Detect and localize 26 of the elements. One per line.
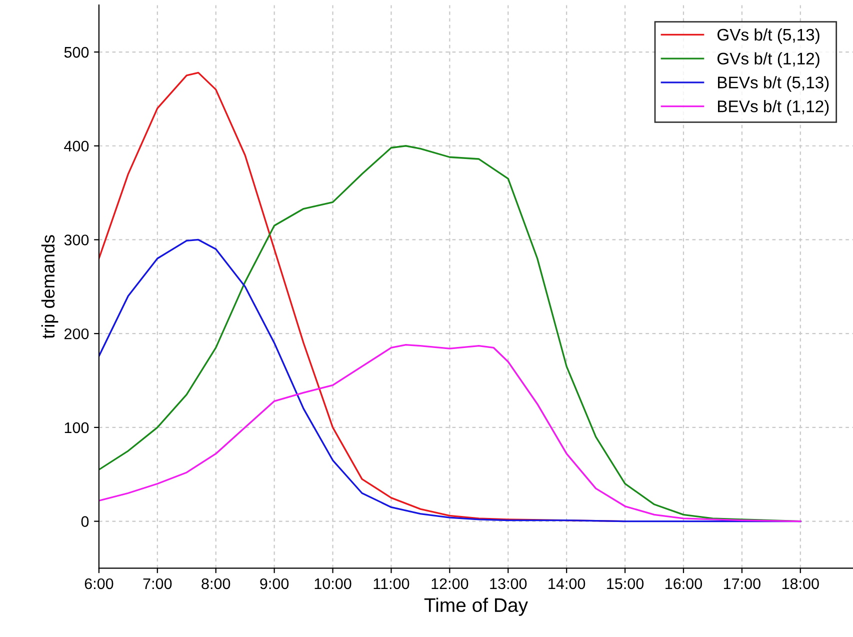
x-tick-label: 9:00 <box>260 578 289 590</box>
y-tick-label: 500 <box>64 46 89 58</box>
line-series <box>98 344 802 522</box>
y-tick-label: 0 <box>81 516 89 527</box>
legend-label: GVs b/t (1,12) <box>717 52 820 68</box>
y-axis-title: trip demands <box>41 235 58 339</box>
y-tick-label: 400 <box>64 140 89 152</box>
y-tick-label: 200 <box>64 328 89 340</box>
x-tick-label: 8:00 <box>202 578 230 590</box>
legend-label: BEVs b/t (5,13) <box>718 76 829 92</box>
y-tick-label: 100 <box>64 422 89 434</box>
x-tick-label: 14:00 <box>548 578 586 590</box>
x-tick-label: 15:00 <box>607 578 644 590</box>
legend-label: GVs b/t (5,13) <box>717 28 820 44</box>
y-tick-label: 300 <box>64 234 89 246</box>
x-axis-title: Time of Day <box>424 598 528 616</box>
x-tick-label: 7:00 <box>143 578 172 590</box>
legend-label: BEVs b/t (1,12) <box>718 100 829 116</box>
x-tick-label: 11:00 <box>374 578 410 590</box>
x-tick-label: 17:00 <box>724 578 760 590</box>
x-tick-label: 12:00 <box>432 578 468 590</box>
x-tick-label: 16:00 <box>666 578 702 590</box>
x-tick-label: 6:00 <box>84 578 114 590</box>
x-tick-label: 13:00 <box>490 578 527 590</box>
x-tick-label: 10:00 <box>314 578 352 590</box>
x-tick-label: 18:00 <box>782 578 819 590</box>
